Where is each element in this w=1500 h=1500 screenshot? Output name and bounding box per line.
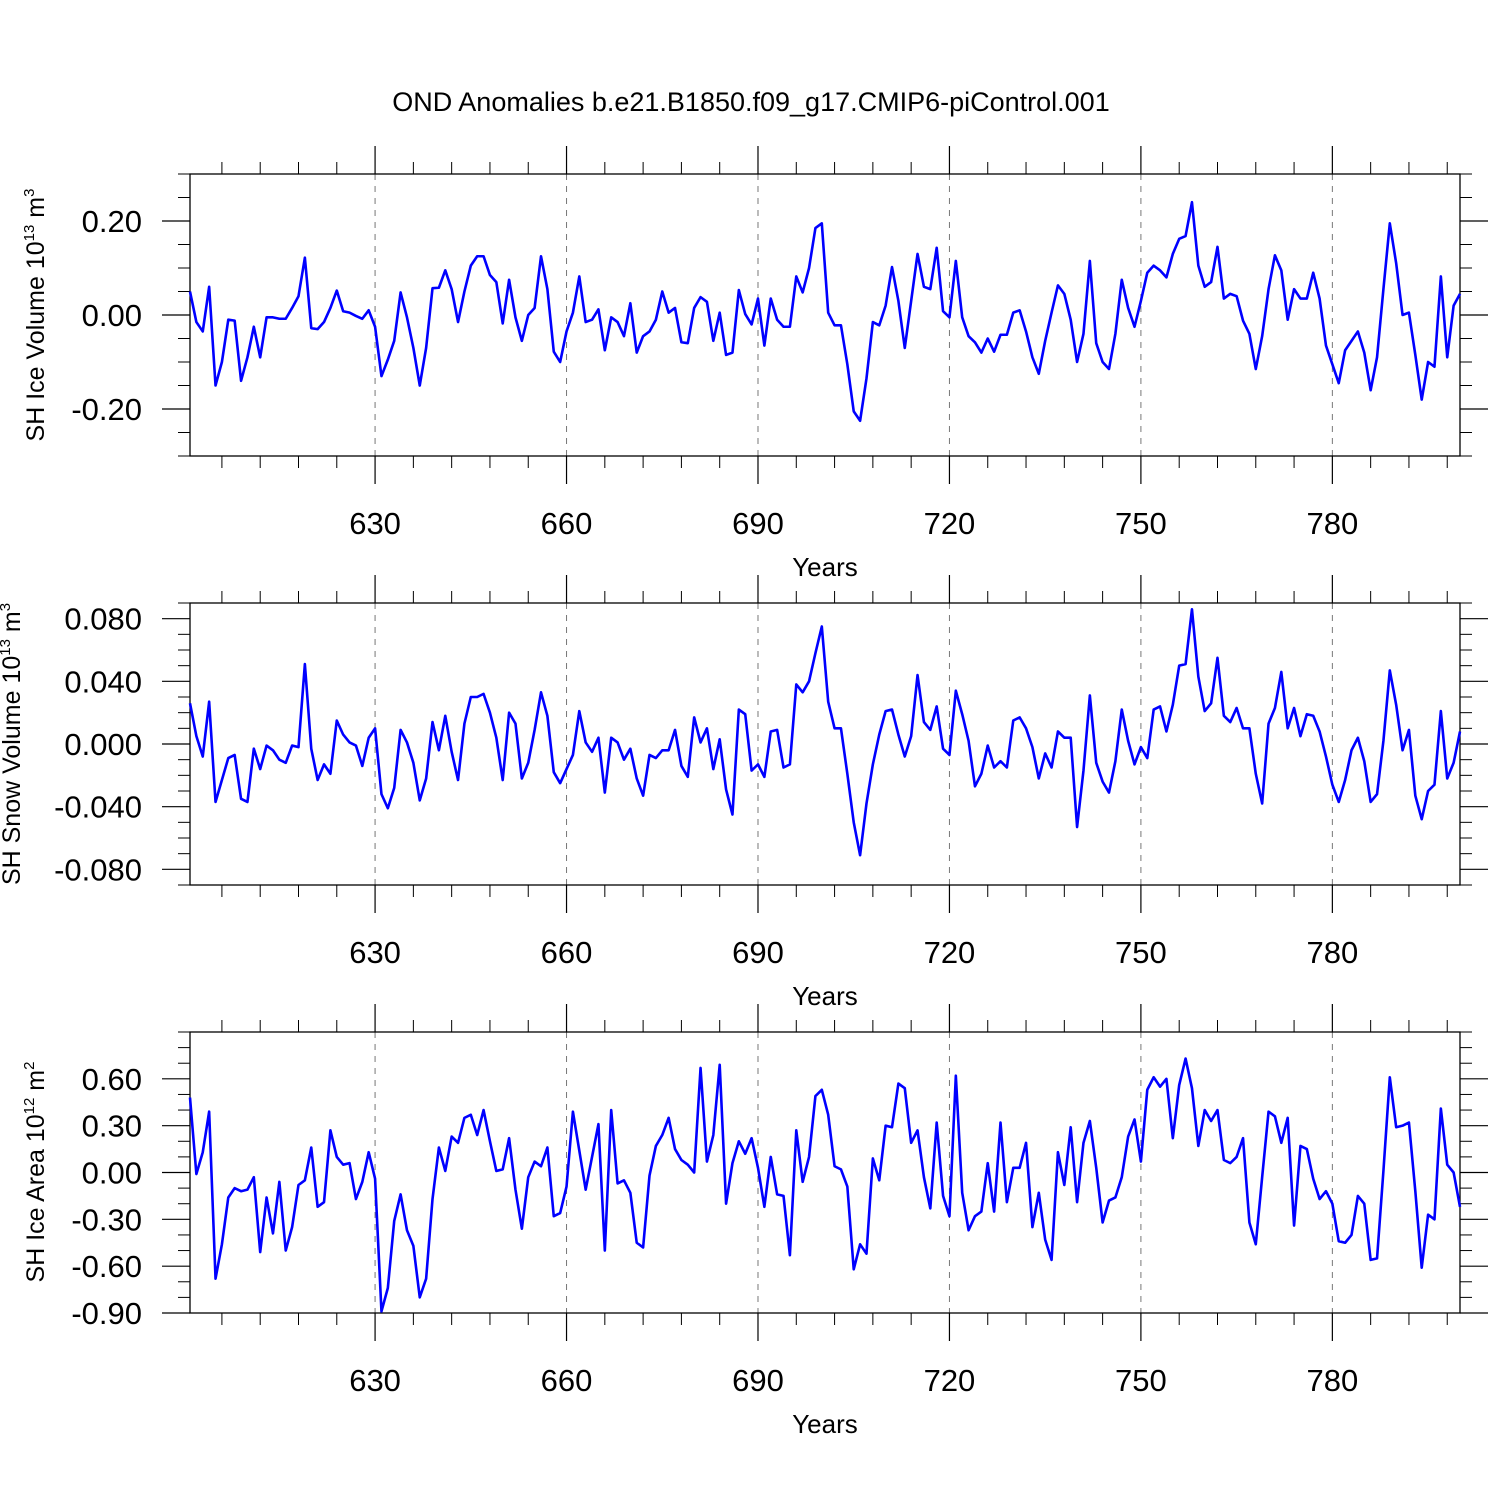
y-tick-label: -0.080 [54, 852, 142, 887]
y-tick-label: 0.00 [82, 298, 142, 333]
x-tick-label-780: 780 [1306, 1363, 1358, 1398]
series-line-1 [188, 200, 1462, 423]
y-label-exponent: 13 [0, 639, 14, 656]
y-tick-label: -0.60 [71, 1249, 142, 1284]
y-label-unit-exponent: 3 [21, 189, 38, 197]
x-tick-label-690: 690 [732, 506, 784, 541]
x-tick-label-630: 630 [349, 506, 401, 541]
x-axis-label: Years [792, 1409, 858, 1439]
x-tick-label-690: 690 [732, 1363, 784, 1398]
y-tick-label: 0.000 [64, 727, 142, 762]
x-axis-label: Years [792, 981, 858, 1011]
y-tick-label: -0.90 [71, 1296, 142, 1331]
y-label-unit-exponent: 2 [21, 1062, 38, 1070]
panels: 630 660 690 720 750 780 Years 0.20 0.00 -0.20 SH I… [0, 146, 1488, 1439]
x-tick-label-720: 720 [924, 935, 976, 970]
panel-2: 630 660 690 720 750 780 Years 0.080 0.040 0.000 -0… [0, 575, 1488, 1011]
series-line-2 [188, 607, 1462, 857]
y-tick-label: 0.080 [64, 602, 142, 637]
panel-3: 630 660 690 720 750 780 Years 0.60 0.30 0.00 -0.30… [21, 1004, 1488, 1439]
x-tick-label-750: 750 [1115, 1363, 1167, 1398]
plot-frame [189, 602, 1461, 886]
x-tick-label-750: 750 [1115, 935, 1167, 970]
x-tick-label-660: 660 [541, 506, 593, 541]
y-tick-label: 0.00 [82, 1156, 142, 1191]
y-tick-label: 0.20 [82, 204, 142, 239]
x-tick-label-780: 780 [1306, 935, 1358, 970]
series-line-3 [188, 1057, 1462, 1313]
x-tick-label-630: 630 [349, 935, 401, 970]
panel-1: 630 660 690 720 750 780 Years 0.20 0.00 -0.20 SH I… [21, 146, 1488, 582]
y-tick-label: 0.30 [82, 1109, 142, 1144]
x-tick-label-660: 660 [541, 935, 593, 970]
figure-title: OND Anomalies b.e21.B1850.f09_g17.CMIP6-… [392, 87, 1109, 117]
x-tick-label-690: 690 [732, 935, 784, 970]
y-label-main: SH Ice Volume 10 [22, 241, 50, 441]
x-tick-label-660: 660 [541, 1363, 593, 1398]
y-tick-label: -0.30 [71, 1202, 142, 1237]
y-label-exponent: 13 [21, 225, 38, 242]
y-tick-label: 0.60 [82, 1062, 142, 1097]
y-label-main: SH Ice Area 10 [22, 1114, 50, 1282]
x-tick-label-720: 720 [924, 506, 976, 541]
y-label-unit: m [22, 1070, 50, 1098]
plot-frame [189, 173, 1461, 457]
x-tick-label-750: 750 [1115, 506, 1167, 541]
y-axis-label: SH Snow Volume 1013 m3 [0, 603, 26, 885]
y-label-unit: m [0, 611, 26, 639]
x-tick-label-720: 720 [924, 1363, 976, 1398]
x-axis-label: Years [792, 552, 858, 582]
x-tick-label-780: 780 [1306, 506, 1358, 541]
y-label-unit-exponent: 3 [0, 603, 14, 611]
y-tick-label: 0.040 [64, 664, 142, 699]
y-label-main: SH Snow Volume 10 [0, 656, 26, 885]
y-label-exponent: 12 [21, 1098, 38, 1115]
y-tick-label: -0.20 [71, 392, 142, 427]
y-axis-label: SH Ice Volume 1013 m3 [21, 189, 50, 442]
y-label-unit: m [22, 197, 50, 225]
y-tick-label: -0.040 [54, 790, 142, 825]
y-axis-label: SH Ice Area 1012 m2 [21, 1062, 50, 1283]
x-tick-label-630: 630 [349, 1363, 401, 1398]
